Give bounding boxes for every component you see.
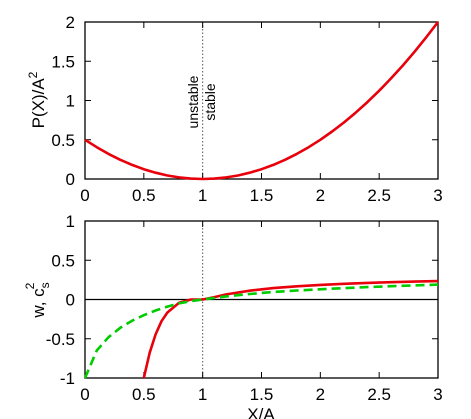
bottom-x-tick-label: 3 [433,385,442,404]
bottom-y-tick-label: -1 [60,369,75,388]
bottom-series-0-line [142,279,439,379]
bottom-x-tick-label: 1.5 [250,385,274,404]
top-y-tick-label: 0.5 [51,131,75,150]
bottom-x-tick-label: 2 [316,385,325,404]
top-x-tick-label: 1.5 [250,186,274,205]
bottom-x-tick-label: 2.5 [367,385,391,404]
annotation-unstable: unstable [185,75,201,128]
bottom-y-tick-label: -0.5 [46,330,75,349]
bottom-y-tick-label: 1 [66,212,75,231]
bottom-y-axis-label: w, cs2 [23,282,52,318]
top-y-tick-label: 0 [66,170,75,189]
top-x-tick-label: 0 [80,186,89,205]
top-plot-frame [84,21,439,180]
top-x-tick-label: 1 [198,186,207,205]
top-x-tick-label: 0.5 [132,186,156,205]
bottom-y-tick-label: 0 [66,291,75,310]
top-series-0-line [84,21,440,181]
bottom-x-tick-label: 0.5 [132,385,156,404]
top-y-axis-label: P(X)/A2 [26,71,48,128]
top-x-tick-label: 2 [316,186,325,205]
top-y-tick-label: 1 [66,92,75,111]
bottom-series-1-line [83,283,439,379]
bottom-x-tick-label: 0 [80,385,89,404]
top-y-tick-label: 2 [66,13,75,32]
bottom-panel: 0 0.5 1 1.5 2 2.5 3 -1 -0.5 0 0.5 1 w, cs2 X/A [23,212,443,419]
bottom-x-tick-label: 1 [198,385,207,404]
x-axis-label: X/A [247,405,275,419]
bottom-y-tick-label: 0.5 [51,251,75,270]
top-x-tick-label: 2.5 [367,186,391,205]
top-y-tick-label: 1.5 [51,52,75,71]
top-panel: 0 0.5 1 1.5 2 2.5 3 00.511.52 unstable stable … [26,13,443,205]
annotation-stable: stable [202,83,218,121]
top-x-tick-label: 3 [433,186,442,205]
